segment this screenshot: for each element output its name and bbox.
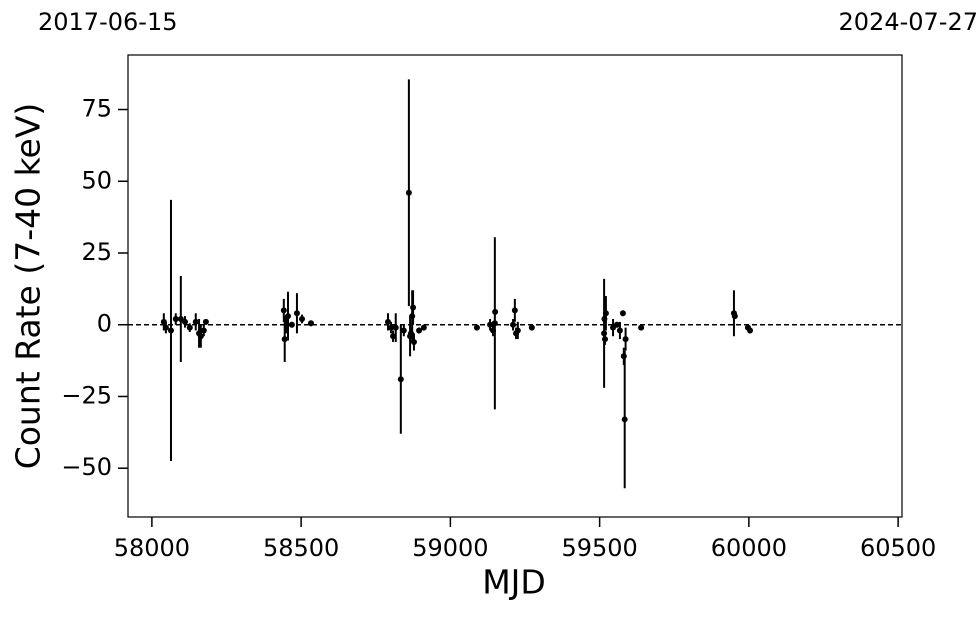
y-tick-label: 25	[81, 238, 112, 266]
top-left-label: 2017-06-15	[38, 8, 177, 36]
x-tick-label: 58000	[114, 534, 190, 562]
y-tick-label: −50	[61, 453, 112, 481]
data-point	[492, 308, 499, 315]
data-point	[511, 307, 518, 314]
data-point	[616, 327, 623, 334]
y-tick-label: 75	[81, 95, 112, 123]
data-point	[288, 321, 295, 328]
data-point	[622, 336, 629, 343]
data-point	[747, 327, 754, 334]
data-point	[182, 318, 189, 325]
data-point	[601, 336, 608, 343]
data-point	[420, 324, 427, 331]
data-point	[473, 324, 480, 331]
data-point	[390, 333, 397, 340]
data-point	[387, 324, 394, 331]
x-tick-label: 58500	[263, 534, 339, 562]
data-point	[392, 324, 399, 331]
x-tick-label: 60500	[860, 534, 936, 562]
data-point	[384, 318, 391, 325]
x-tick-label: 59500	[561, 534, 637, 562]
data-point	[200, 327, 207, 334]
data-point	[638, 324, 645, 331]
y-axis-label: Count Rate (7-40 keV)	[9, 103, 48, 470]
data-point	[162, 324, 169, 331]
data-point	[410, 304, 417, 311]
data-point	[619, 310, 626, 317]
x-tick-label: 60000	[711, 534, 787, 562]
data-point	[177, 316, 184, 322]
data-point	[172, 316, 179, 322]
data-point	[491, 320, 498, 327]
data-point	[410, 338, 417, 345]
data-point	[202, 318, 209, 325]
data-point	[621, 416, 628, 423]
data-point	[397, 376, 404, 383]
x-axis-label: MJD	[482, 563, 546, 602]
data-point	[613, 321, 620, 328]
y-tick-label: 0	[97, 310, 112, 338]
data-point	[307, 320, 314, 327]
data-point	[405, 189, 412, 196]
data-point	[400, 327, 407, 334]
y-tick-label: −25	[61, 381, 112, 409]
data-point	[731, 313, 738, 320]
data-point	[280, 307, 287, 314]
data-point	[186, 324, 193, 331]
data-point	[487, 321, 494, 328]
data-point	[510, 321, 517, 328]
data-point	[281, 336, 288, 343]
data-point	[299, 316, 306, 322]
x-tick-label: 59000	[412, 534, 488, 562]
plot-frame	[127, 54, 903, 518]
data-point	[293, 310, 300, 317]
top-right-label: 2024-07-27	[839, 8, 978, 36]
data-point	[514, 327, 521, 334]
data-point	[192, 318, 199, 325]
data-point	[197, 333, 204, 340]
data-point	[602, 310, 609, 317]
data-point	[528, 324, 535, 331]
y-tick-label: 50	[81, 166, 112, 194]
data-point	[284, 313, 291, 320]
data-point	[167, 327, 174, 334]
data-point	[416, 327, 423, 334]
